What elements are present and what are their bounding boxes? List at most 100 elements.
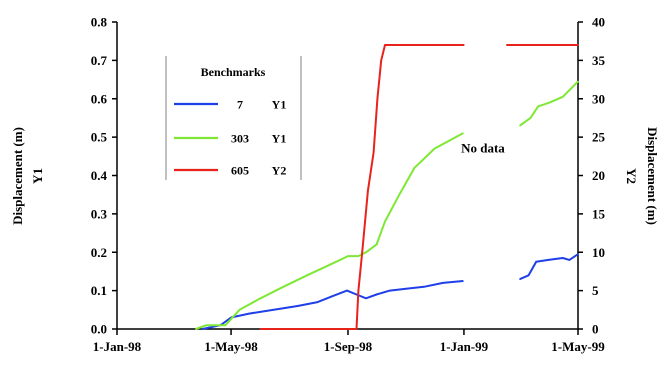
data-point-7 (568, 259, 571, 261)
data-point-303 (282, 286, 285, 288)
data-point-303 (577, 80, 579, 83)
data-point-303 (384, 220, 386, 223)
x-tick-label: 1-May-99 (551, 339, 605, 354)
data-point-303 (519, 124, 521, 127)
data-point-605 (355, 328, 358, 330)
series-605 (259, 44, 579, 330)
y-left-tick-label: 0.4 (91, 168, 108, 183)
series-group (195, 44, 579, 330)
legend-label-303: 303 (231, 132, 249, 146)
data-point-303 (347, 255, 349, 257)
data-point-605 (372, 151, 375, 154)
legend-entries: 7 Y1 303 Y1 605 Y2 (174, 98, 286, 178)
data-point-303 (365, 251, 367, 254)
data-point-7 (462, 280, 464, 282)
data-point-7 (375, 293, 378, 296)
data-point-7 (562, 257, 564, 259)
y-right-tick-label: 20 (592, 168, 605, 183)
data-point-303 (195, 328, 197, 330)
data-point-605 (376, 98, 379, 100)
y-right-tick-label: 30 (592, 91, 605, 106)
data-point-303 (398, 193, 401, 196)
data-point-7 (346, 289, 348, 292)
data-point-303 (562, 96, 564, 98)
y-left-axis-title: Displacement (m) Y1 (10, 127, 45, 225)
data-point-303 (529, 117, 532, 119)
legend-axis-605: Y2 (272, 164, 287, 178)
legend-label-605: 605 (231, 164, 249, 178)
data-point-7 (296, 305, 299, 307)
y-right-tick-label: 25 (592, 130, 606, 145)
x-tick-label: 1-May-98 (204, 339, 258, 354)
data-point-303 (357, 255, 360, 257)
data-point-605 (259, 328, 262, 330)
series-line-7 (202, 280, 464, 330)
y-right-tick-label: 10 (592, 245, 605, 260)
data-point-605 (463, 44, 465, 46)
data-point-7 (248, 312, 250, 315)
data-point-303 (433, 147, 436, 150)
data-point-303 (224, 324, 227, 327)
series-303 (195, 80, 579, 330)
y-left-tick-label: 0.2 (91, 245, 107, 260)
y-left-tick-label: 0.6 (91, 91, 108, 106)
data-point-605 (380, 59, 383, 62)
axes (116, 22, 579, 330)
data-point-7 (365, 297, 367, 300)
data-point-7 (405, 287, 407, 290)
legend-title: Benchmarks (201, 65, 266, 79)
y-right-title-line2: Y2 (624, 168, 639, 184)
data-point-303 (413, 167, 416, 169)
y-right-axis-title: Displacement (m) Y2 (624, 127, 660, 225)
y-right-title-line1: Displacement (m) (645, 127, 660, 225)
no-data-annotation: No data (461, 141, 505, 156)
data-point-303 (331, 263, 333, 265)
y-left-tick-label: 0.0 (91, 322, 107, 337)
y-left-title-line1: Displacement (m) (10, 127, 25, 225)
data-point-7 (331, 295, 333, 298)
legend-label-7: 7 (237, 98, 243, 112)
y-right-tick-label: 0 (592, 322, 599, 337)
legend-axis-7: Y1 (272, 98, 287, 112)
y-right-tick-label: 35 (592, 53, 606, 68)
data-point-303 (259, 297, 262, 300)
y-right-tick-label: 15 (592, 206, 606, 221)
data-point-303 (537, 105, 539, 108)
data-point-7 (423, 286, 425, 288)
data-point-7 (389, 289, 391, 292)
data-point-605 (384, 44, 386, 46)
y-right-tick-label: 5 (592, 283, 599, 298)
data-point-7 (201, 328, 204, 330)
data-point-605 (505, 44, 508, 46)
x-tick-label: 1-Jan-98 (93, 339, 142, 354)
data-point-7 (355, 293, 358, 296)
y-right-tick-label: 40 (592, 15, 605, 30)
series-7 (201, 253, 579, 330)
data-point-7 (577, 253, 579, 255)
data-point-7 (535, 261, 537, 263)
y-left-tick-label: 0.7 (91, 53, 108, 68)
data-point-303 (375, 243, 378, 246)
data-point-7 (547, 259, 550, 261)
data-point-605 (577, 44, 579, 46)
legend: Benchmarks 7 Y1 303 Y1 605 Y2 (165, 56, 302, 180)
data-point-7 (442, 282, 444, 284)
data-point-303 (205, 324, 208, 327)
y-left-tick-label: 0.3 (91, 206, 108, 221)
data-point-7 (273, 309, 275, 311)
y-left-title-line2: Y1 (30, 168, 45, 184)
y-left-tick-label: 0.8 (91, 15, 108, 30)
data-point-7 (527, 274, 530, 277)
y-left-tick-label: 0.5 (91, 130, 108, 145)
legend-axis-303: Y1 (272, 132, 287, 146)
data-point-605 (367, 190, 369, 192)
data-point-303 (462, 132, 464, 135)
ticks: 0.0 0 0.1 5 0.2 10 0.3 15 0.4 20 0.5 25 0.6 30 0.7 35 0.… (91, 15, 606, 355)
series-line-605 (260, 44, 464, 330)
data-point-303 (548, 101, 551, 104)
x-tick-label: 1-Sep-98 (324, 339, 373, 354)
data-point-7 (519, 278, 521, 280)
y-left-tick-label: 0.1 (91, 283, 107, 298)
data-point-605 (357, 289, 360, 292)
